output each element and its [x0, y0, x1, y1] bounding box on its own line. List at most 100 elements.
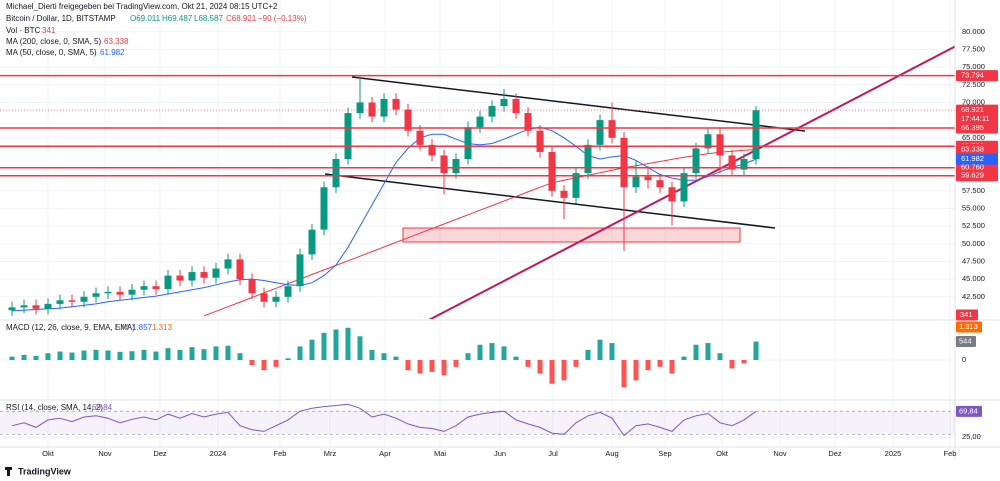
candle-body [728, 155, 736, 170]
candle-body [560, 190, 568, 198]
macd-histogram-bar [81, 350, 87, 360]
macd-histogram-bar [237, 353, 243, 360]
macd-histogram-bar [393, 356, 399, 360]
candle-body [152, 286, 160, 290]
macd-histogram-bar [669, 360, 675, 374]
macd-histogram-bar [609, 343, 615, 360]
time-label: Okt [42, 449, 55, 458]
ma200-value: 63.338 [104, 37, 129, 46]
macd-histogram-bar [273, 360, 279, 367]
ma50-value: 61.982 [100, 48, 125, 57]
y-tick-label: 57.500 [962, 186, 985, 195]
level-badge [956, 122, 998, 134]
candle-body [620, 137, 628, 188]
candle-body [8, 307, 16, 311]
macd-histogram-bar [249, 360, 255, 366]
candle-body [272, 296, 280, 302]
candle-body [32, 305, 40, 309]
macd-histogram-bar [741, 360, 747, 364]
macd-line-value: 1.857 [132, 323, 153, 332]
time-label: Feb [944, 449, 957, 458]
ma-badge-label: 63.338 [961, 145, 984, 154]
macd-histogram-bar [33, 355, 39, 360]
moving-average-line [11, 126, 757, 312]
ohlc-high: H69.487 [162, 14, 193, 23]
macd-histogram-bar [297, 346, 303, 360]
macd-histogram-bar [309, 339, 315, 360]
candle-body [752, 110, 760, 159]
candle-body [188, 272, 196, 281]
macd-histogram-bar [429, 360, 435, 372]
macd-histogram-bar [465, 353, 471, 360]
candle-body [644, 176, 652, 181]
candle-body [680, 173, 688, 202]
macd-histogram-bar [333, 329, 339, 360]
candle-body [632, 176, 640, 188]
macd-histogram-bar [549, 360, 555, 384]
time-label: Apr [379, 449, 391, 458]
y-tick-label: 52.500 [962, 221, 985, 230]
candle-body [320, 187, 328, 230]
macd-histogram-bar [69, 352, 75, 360]
channel-upper [351, 76, 806, 132]
macd-histogram-bar [513, 356, 519, 360]
last-price-badge [956, 104, 998, 125]
candle-body [368, 102, 376, 117]
candle-body [596, 120, 604, 145]
ma50-name: MA (50, close, 0, SMA, 5) [6, 48, 97, 57]
candle-body [740, 159, 748, 170]
macd-histogram-bar [681, 356, 687, 360]
macd-hist-value: 544 [116, 323, 130, 332]
candle-body [608, 120, 616, 138]
macd-histogram-bar [141, 349, 147, 360]
candle-body [344, 113, 352, 159]
y-tick-label: 42.500 [962, 292, 985, 301]
time-label: Aug [605, 449, 618, 458]
time-label: Mrz [324, 449, 337, 458]
volume-name: Vol · BTC [6, 26, 40, 35]
candle-body [356, 102, 364, 114]
candle-body [500, 98, 508, 106]
rsi-value: 69,84 [92, 403, 113, 412]
candle-body [212, 268, 220, 278]
candle-body [56, 300, 64, 304]
candle-body [536, 130, 544, 152]
volume-value: 341 [42, 26, 56, 35]
macd-histogram-bar [105, 350, 111, 360]
macd-histogram-bar [693, 344, 699, 360]
candle-body [140, 286, 148, 290]
macd-histogram-bar [9, 356, 15, 360]
macd-histogram-bar [621, 360, 627, 388]
candle-body [404, 109, 412, 131]
macd-histogram-bar [561, 360, 567, 381]
rsi-badge-label: 69,84 [959, 406, 978, 415]
macd-histogram-bar [585, 349, 591, 360]
macd-histogram-bar [57, 351, 63, 360]
candle-body [512, 98, 520, 114]
rsi-line [11, 403, 757, 437]
time-label: Okt [716, 449, 729, 458]
macd-histogram-bar [357, 336, 363, 360]
legend: Michael_Dierti freigegeben bei TradingVi… [6, 2, 307, 412]
axis-layer: Okt Nov Dez 2024 Feb Mrz Apr Mai Jun Jul Aug Sep Okt… [42, 27, 998, 458]
macd-histogram-bar [129, 351, 135, 360]
y-tick-label: 0 [962, 355, 966, 364]
macd-histogram-bar [261, 360, 267, 371]
macd-histogram-bar [633, 360, 639, 381]
candle-body [176, 275, 184, 281]
macd-histogram-bar [537, 360, 543, 374]
time-label: Dez [153, 449, 167, 458]
symbol: Bitcoin / Dollar, 1D, BITSTAMP [6, 14, 116, 23]
macd-histogram-bar [729, 360, 735, 369]
macd-histogram-bar [93, 349, 99, 360]
price-pane [0, 45, 955, 319]
ohlc-close: C68.921 [226, 14, 257, 23]
ma-badge-label: 61.982 [961, 154, 984, 163]
candle-body [476, 116, 484, 128]
time-label: Nov [773, 449, 787, 458]
y-tick-label: 75.000 [962, 62, 985, 71]
candle-body [236, 259, 244, 280]
candle-body [44, 303, 52, 309]
y-tick-label: 45.000 [962, 274, 985, 283]
candle-body [428, 144, 436, 156]
